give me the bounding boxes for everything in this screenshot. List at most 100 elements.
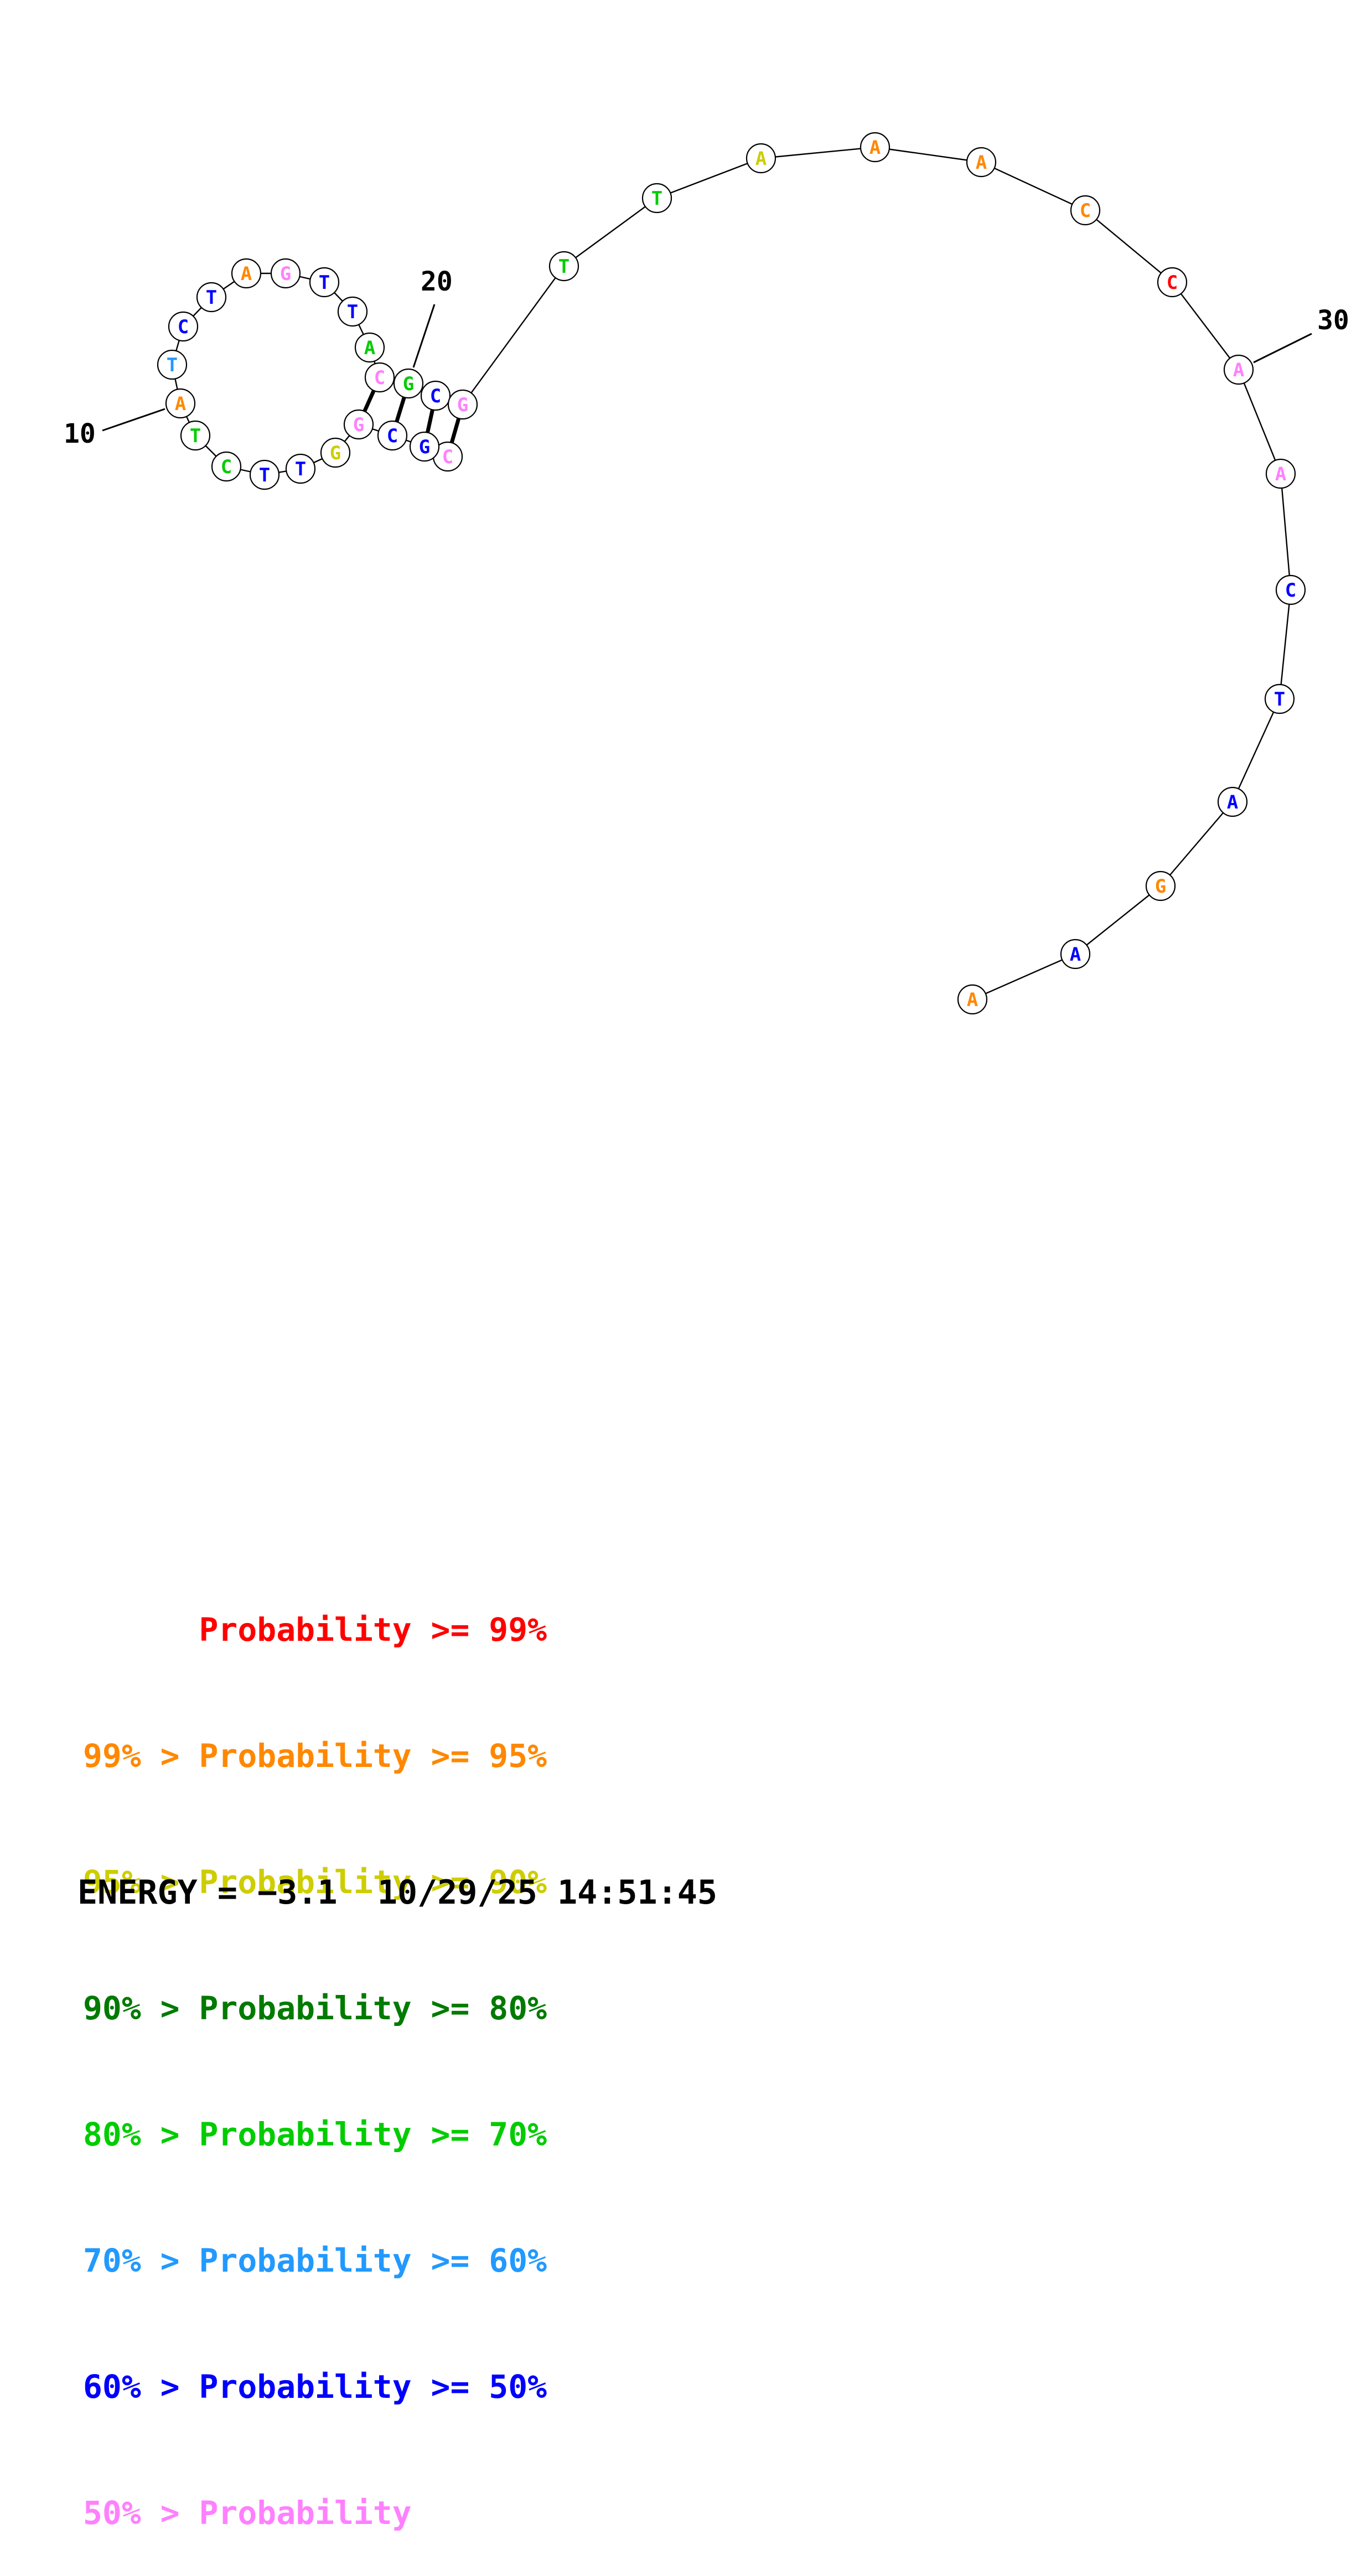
- legend-row: 70% > Probability >= 60%: [83, 2242, 547, 2279]
- base-letter: A: [1275, 463, 1286, 485]
- base-letter: T: [1274, 688, 1285, 711]
- legend-row: 60% > Probability >= 50%: [83, 2368, 547, 2406]
- position-label: 10: [64, 418, 96, 449]
- backbone-segment: [656, 157, 762, 199]
- base-letter: T: [347, 301, 358, 323]
- base-circle: [1265, 458, 1296, 489]
- base-circle: [249, 459, 280, 490]
- base-circle: [270, 258, 301, 289]
- base-letter: T: [295, 458, 306, 480]
- base-circle: [966, 147, 997, 178]
- base-letter: A: [1227, 791, 1238, 813]
- base-letter: G: [403, 373, 414, 395]
- backbone-segment: [874, 146, 982, 163]
- base-letter: G: [330, 442, 341, 464]
- base-circle: [211, 451, 242, 482]
- base-circle: [860, 132, 890, 163]
- base-circle: [1145, 870, 1176, 901]
- base-letter: T: [651, 188, 662, 210]
- base-circle: [337, 296, 368, 327]
- base-letter: C: [374, 367, 385, 389]
- base-letter: G: [1155, 875, 1166, 898]
- base-circle: [285, 453, 316, 484]
- base-circle: [548, 251, 579, 282]
- base-letter: A: [976, 152, 987, 174]
- base-letter: C: [1285, 579, 1296, 602]
- legend-row: 50% > Probability: [83, 2494, 412, 2532]
- base-letter: A: [869, 137, 881, 159]
- base-circle: [343, 409, 374, 440]
- base-circle: [320, 437, 351, 468]
- base-letter: A: [1070, 944, 1081, 966]
- base-letter: C: [1080, 200, 1091, 222]
- backbone-segment: [1278, 589, 1292, 699]
- label-pointer: [102, 408, 165, 432]
- backbone-segment: [1238, 369, 1282, 474]
- base-letter: T: [259, 464, 270, 486]
- energy-status-line: ENERGY = −3.1 10/29/25 14:51:45: [77, 1873, 717, 1912]
- base-letter: G: [457, 394, 468, 416]
- base-circle: [1264, 683, 1295, 714]
- legend-row: 99% > Probability >= 95%: [83, 1737, 547, 1775]
- backbone-segment: [563, 198, 657, 267]
- base-letter: A: [1233, 359, 1244, 381]
- base-circle: [420, 380, 451, 411]
- base-circle: [309, 267, 340, 298]
- position-label: 30: [1317, 305, 1349, 336]
- base-circle: [1275, 574, 1306, 605]
- base-circle: [745, 143, 776, 174]
- base-letter: C: [221, 456, 232, 478]
- backbone-segment: [972, 953, 1076, 1001]
- base-circle: [957, 984, 988, 1015]
- backbone-segment: [1280, 473, 1292, 590]
- base-circle: [447, 389, 478, 420]
- base-letter: T: [319, 272, 330, 294]
- backbone-segment: [760, 146, 876, 159]
- base-circle: [377, 420, 408, 451]
- backbone-segment: [1160, 801, 1233, 887]
- structure-diagram: C G C G G T T C T A T C T A G T T A C G C G T T A A A C C A A C T A G A A 10 2…: [0, 0, 1372, 1107]
- label-pointer: [412, 304, 436, 368]
- base-circle: [157, 349, 188, 380]
- base-letter: C: [442, 446, 453, 468]
- base-circle: [180, 420, 211, 451]
- backbone-segment: [1231, 698, 1281, 802]
- base-letter: C: [387, 425, 398, 447]
- base-letter: A: [755, 148, 767, 170]
- base-circle: [393, 368, 424, 399]
- base-circle: [364, 362, 395, 393]
- base-circle: [409, 431, 440, 462]
- backbone-segment: [1172, 282, 1239, 370]
- base-circle: [231, 258, 262, 289]
- base-circle: [1223, 354, 1254, 385]
- legend-row: 95% > Probability >= 90%: [83, 1863, 547, 1901]
- base-letter: G: [419, 436, 430, 458]
- label-pointer: [1253, 333, 1312, 364]
- base-circle: [1070, 195, 1101, 226]
- base-letter: C: [1167, 272, 1178, 294]
- legend-row: 90% > Probability >= 80%: [83, 1989, 547, 2027]
- base-circle: [196, 282, 227, 313]
- backbone-segment: [981, 161, 1086, 211]
- probability-legend: Probability >= 99% 99% > Probability >= …: [83, 1525, 547, 2576]
- base-letter: G: [280, 263, 291, 285]
- base-letter: C: [430, 385, 441, 407]
- base-circle: [1217, 786, 1248, 817]
- base-letter: T: [190, 425, 201, 447]
- base-letter: T: [206, 287, 217, 309]
- base-letter: A: [241, 263, 252, 285]
- base-letter: A: [175, 393, 186, 415]
- backbone-segment: [1085, 210, 1173, 283]
- base-circle: [168, 311, 199, 342]
- base-letter: T: [558, 256, 569, 278]
- backbone-segment: [1075, 885, 1161, 955]
- base-circle: [1060, 939, 1091, 970]
- base-letter: G: [353, 414, 364, 436]
- base-letter: A: [967, 989, 978, 1011]
- base-circle: [354, 332, 385, 363]
- base-letter: T: [167, 354, 178, 376]
- base-circle: [165, 388, 196, 419]
- base-letter: A: [364, 337, 375, 359]
